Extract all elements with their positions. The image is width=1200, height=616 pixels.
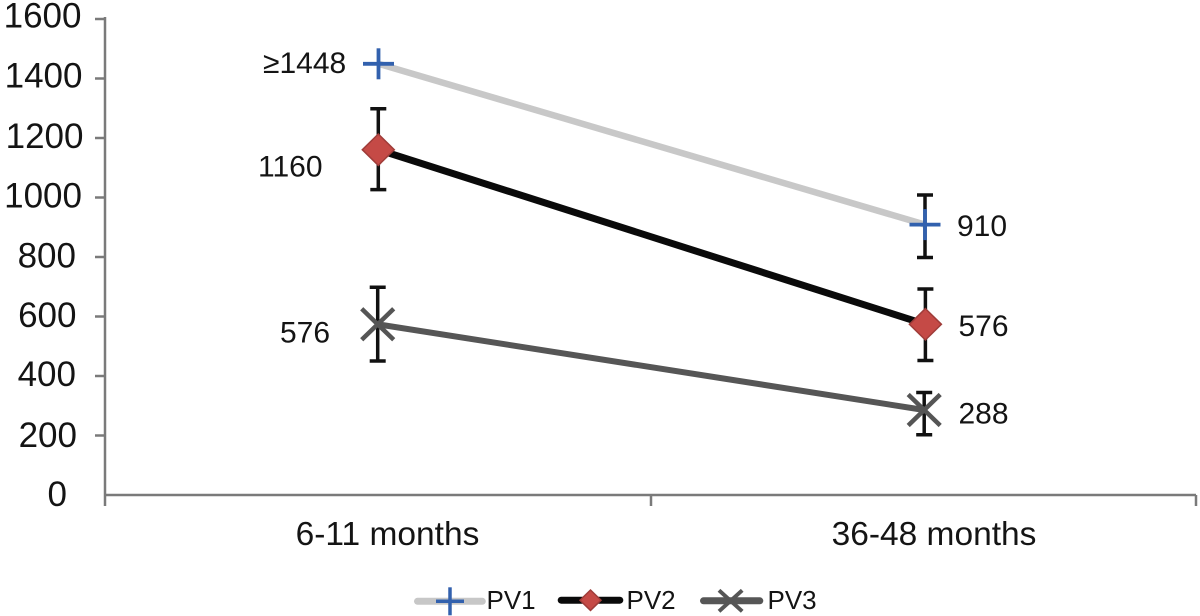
- svg-text:1400: 1400: [5, 57, 83, 96]
- svg-text:910: 910: [957, 210, 1007, 243]
- svg-text:6-11 months: 6-11 months: [296, 516, 480, 553]
- svg-text:36-48 months: 36-48 months: [832, 516, 1037, 553]
- svg-text:PV1: PV1: [487, 585, 536, 615]
- svg-text:600: 600: [18, 296, 76, 335]
- svg-text:1160: 1160: [258, 151, 323, 184]
- svg-text:0: 0: [48, 475, 67, 514]
- svg-text:1600: 1600: [4, 0, 82, 36]
- svg-text:200: 200: [19, 416, 77, 455]
- svg-text:800: 800: [18, 237, 76, 276]
- svg-text:≥1448: ≥1448: [263, 47, 346, 80]
- svg-text:400: 400: [18, 355, 76, 394]
- svg-text:1200: 1200: [6, 117, 84, 156]
- svg-text:PV2: PV2: [627, 585, 676, 615]
- svg-text:288: 288: [959, 398, 1009, 431]
- svg-text:576: 576: [280, 317, 330, 350]
- svg-text:1000: 1000: [4, 177, 82, 216]
- svg-text:PV3: PV3: [768, 585, 817, 615]
- svg-text:576: 576: [959, 310, 1009, 343]
